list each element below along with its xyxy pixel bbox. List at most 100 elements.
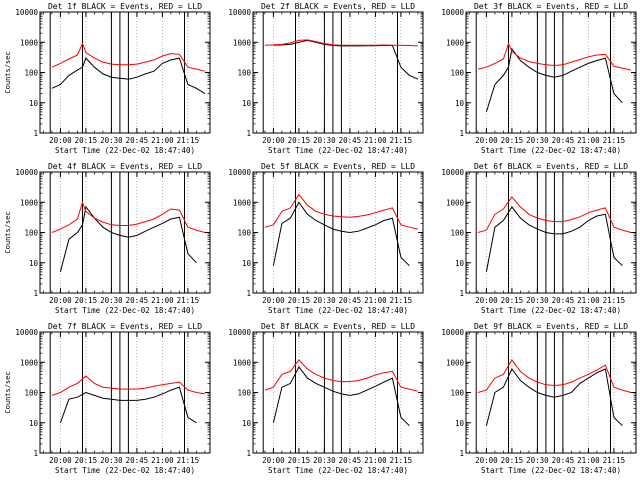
plot-title: Det 9f BLACK = Events, RED = LLD (474, 322, 628, 331)
y-tick-label: 10000 (441, 168, 464, 177)
y-tick-label: 10000 (15, 168, 38, 177)
x-tick-label: 20:45 (126, 136, 149, 145)
plot-title: Det 8f BLACK = Events, RED = LLD (261, 322, 415, 331)
x-tick-label: 20:30 (100, 136, 123, 145)
detector-plot-9: 1 10 100 1000 10000 20:00 20:15 20:30 20:45 21:00… (441, 322, 637, 475)
y-tick-label: 1000 (20, 198, 39, 207)
x-tick-label: 20:45 (552, 456, 575, 465)
x-axis-label: Start Time (22-Dec-02 18:47:40) (268, 306, 408, 315)
y-tick-label: 100 (450, 389, 464, 398)
y-tick-label: 1000 (20, 38, 39, 47)
lld-series-line (51, 200, 206, 233)
y-tick-label: 100 (24, 69, 38, 78)
y-tick-label: 10000 (228, 168, 251, 177)
x-tick-label: 20:00 (475, 456, 498, 465)
y-tick-label: 1000 (233, 198, 252, 207)
x-tick-label: 20:45 (126, 456, 149, 465)
y-tick-label: 1 (459, 289, 464, 298)
x-tick-label: 20:15 (75, 296, 98, 305)
y-tick-label: 10 (29, 419, 39, 428)
y-tick-label: 1 (33, 129, 38, 138)
plot-title: Det 7f BLACK = Events, RED = LLD (48, 322, 202, 331)
detector-plot-4: 1 10 100 1000 10000 20:00 20:15 20:30 20:45 21:00… (4, 162, 211, 315)
x-tick-label: 20:45 (552, 136, 575, 145)
y-tick-label: 1 (246, 289, 251, 298)
y-tick-label: 10 (242, 419, 252, 428)
events-series-line (272, 201, 410, 267)
lld-series-line (264, 39, 418, 47)
x-tick-label: 20:15 (288, 136, 311, 145)
x-tick-label: 20:00 (262, 456, 285, 465)
y-tick-label: 100 (24, 389, 38, 398)
detector-plot-1: 1 10 100 1000 10000 20:00 20:15 20:30 20:45 21:00… (4, 2, 211, 155)
x-tick-label: 21:15 (390, 136, 413, 145)
y-tick-label: 10 (29, 99, 39, 108)
y-tick-label: 10000 (441, 8, 464, 17)
plot-title: Det 3f BLACK = Events, RED = LLD (474, 2, 628, 11)
y-tick-label: 100 (450, 229, 464, 238)
events-series-line (273, 39, 419, 80)
y-tick-label: 10 (242, 99, 252, 108)
events-series-line (485, 368, 623, 427)
x-tick-label: 20:30 (526, 296, 549, 305)
x-tick-label: 21:00 (577, 456, 600, 465)
x-axis-label: Start Time (22-Dec-02 18:47:40) (268, 146, 408, 155)
x-tick-label: 21:15 (603, 296, 626, 305)
x-tick-label: 21:15 (390, 296, 413, 305)
x-tick-label: 21:00 (151, 136, 174, 145)
x-tick-label: 20:00 (262, 296, 285, 305)
detector-plot-3: 1 10 100 1000 10000 20:00 20:15 20:30 20:45 21:00… (441, 2, 637, 155)
lld-series-line (264, 359, 419, 392)
events-series-line (485, 206, 623, 272)
x-tick-label: 20:15 (501, 456, 524, 465)
x-tick-label: 21:15 (177, 456, 200, 465)
y-tick-label: 10000 (441, 328, 464, 337)
y-tick-label: 1 (246, 449, 251, 458)
y-tick-label: 10 (455, 259, 465, 268)
events-series-line (485, 47, 623, 113)
y-axis-label: Counts/sec (4, 371, 12, 413)
y-tick-label: 10 (242, 259, 252, 268)
events-series-line (51, 57, 206, 95)
x-tick-label: 21:00 (364, 296, 387, 305)
events-series-line (59, 205, 197, 273)
x-axis-label: Start Time (22-Dec-02 18:47:40) (268, 466, 408, 475)
plot-title: Det 6f BLACK = Events, RED = LLD (474, 162, 628, 171)
plot-title: Det 5f BLACK = Events, RED = LLD (261, 162, 415, 171)
x-tick-label: 20:15 (501, 136, 524, 145)
lld-series-line (51, 375, 205, 396)
y-axis-label: Counts/sec (4, 51, 12, 93)
x-tick-label: 21:00 (151, 296, 174, 305)
x-tick-label: 20:15 (288, 296, 311, 305)
x-tick-label: 20:15 (288, 456, 311, 465)
x-tick-label: 20:00 (475, 296, 498, 305)
x-tick-label: 20:45 (339, 456, 362, 465)
x-tick-label: 20:30 (526, 136, 549, 145)
y-tick-label: 1000 (446, 38, 465, 47)
y-tick-label: 1000 (233, 358, 252, 367)
y-tick-label: 100 (237, 69, 251, 78)
x-tick-label: 20:00 (49, 136, 72, 145)
x-tick-label: 21:00 (577, 136, 600, 145)
y-tick-label: 10000 (228, 328, 251, 337)
detector-plot-5: 1 10 100 1000 10000 20:00 20:15 20:30 20:45 21:00… (228, 162, 424, 315)
x-tick-label: 20:30 (313, 136, 336, 145)
x-tick-label: 20:00 (475, 136, 498, 145)
y-tick-label: 1000 (20, 358, 39, 367)
events-series-line (272, 365, 410, 427)
y-tick-label: 1 (246, 129, 251, 138)
x-tick-label: 21:00 (577, 296, 600, 305)
x-axis-label: Start Time (22-Dec-02 18:47:40) (481, 146, 621, 155)
y-tick-label: 1 (33, 289, 38, 298)
x-tick-label: 21:15 (177, 296, 200, 305)
events-series-line (59, 386, 197, 424)
x-tick-label: 20:15 (501, 296, 524, 305)
lld-series-line (477, 42, 632, 71)
y-tick-label: 1 (459, 129, 464, 138)
x-tick-label: 21:15 (603, 136, 626, 145)
y-tick-label: 10 (455, 419, 465, 428)
lld-series-line (264, 193, 419, 230)
y-tick-label: 10000 (15, 328, 38, 337)
x-axis-label: Start Time (22-Dec-02 18:47:40) (55, 306, 195, 315)
